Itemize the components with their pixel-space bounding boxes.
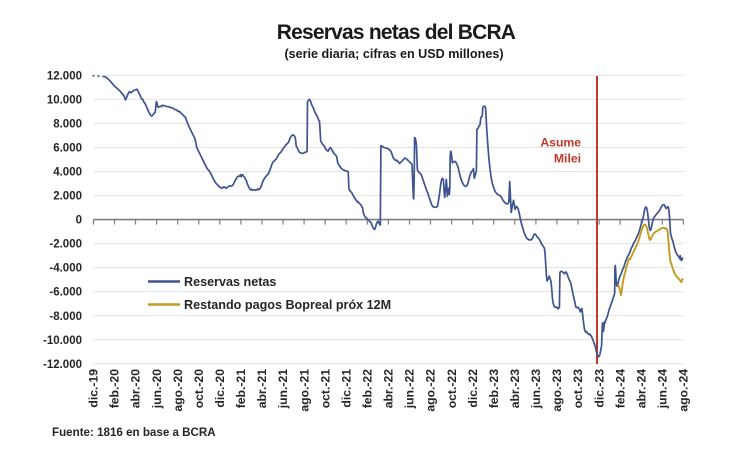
svg-text:abr.-24: abr.-24 — [634, 369, 648, 409]
svg-text:jun.-23: jun.-23 — [529, 369, 543, 409]
svg-text:dic.-21: dic.-21 — [339, 369, 353, 408]
svg-text:feb.-20: feb.-20 — [108, 369, 122, 409]
svg-text:12.000: 12.000 — [47, 70, 82, 82]
svg-text:jun.-24: jun.-24 — [656, 369, 670, 409]
svg-text:-2.000: -2.000 — [49, 239, 82, 251]
svg-text:-10.000: -10.000 — [43, 335, 82, 347]
svg-text:-8.000: -8.000 — [49, 311, 82, 323]
svg-text:-12.000: -12.000 — [43, 359, 82, 371]
svg-text:ago.-21: ago.-21 — [297, 369, 311, 412]
svg-text:feb.-21: feb.-21 — [234, 369, 248, 409]
svg-text:oct.-23: oct.-23 — [571, 369, 585, 409]
svg-text:jun.-21: jun.-21 — [276, 369, 290, 409]
svg-text:10.000: 10.000 — [47, 94, 82, 106]
svg-text:feb.-22: feb.-22 — [361, 369, 375, 409]
svg-text:ago.-24: ago.-24 — [677, 369, 691, 412]
svg-text:ago.-22: ago.-22 — [424, 369, 438, 412]
svg-text:4.000: 4.000 — [53, 167, 82, 179]
svg-text:Milei: Milei — [554, 152, 581, 166]
svg-text:-4.000: -4.000 — [49, 263, 82, 275]
svg-text:Restando pagos Bopreal próx 12: Restando pagos Bopreal próx 12M — [184, 298, 391, 312]
svg-text:abr.-23: abr.-23 — [508, 369, 522, 409]
svg-text:abr.-21: abr.-21 — [255, 369, 269, 409]
svg-text:oct.-21: oct.-21 — [318, 369, 332, 409]
svg-text:Asume: Asume — [540, 136, 581, 150]
svg-text:oct.-22: oct.-22 — [445, 369, 459, 409]
svg-text:6.000: 6.000 — [53, 143, 82, 155]
svg-text:dic.-19: dic.-19 — [87, 369, 101, 408]
svg-text:dic.-20: dic.-20 — [213, 369, 227, 408]
svg-text:-6.000: -6.000 — [49, 287, 82, 299]
svg-text:feb.-23: feb.-23 — [487, 369, 501, 409]
svg-text:oct.-20: oct.-20 — [192, 369, 206, 409]
svg-text:jun.-22: jun.-22 — [403, 369, 417, 409]
svg-text:2.000: 2.000 — [53, 191, 82, 203]
svg-text:abr.-22: abr.-22 — [382, 369, 396, 409]
svg-text:0: 0 — [76, 215, 82, 227]
svg-text:abr.-20: abr.-20 — [129, 369, 143, 409]
svg-text:ago.-20: ago.-20 — [171, 369, 185, 412]
svg-text:Reservas netas: Reservas netas — [184, 275, 276, 289]
svg-text:8.000: 8.000 — [53, 118, 82, 130]
svg-text:feb.-24: feb.-24 — [613, 369, 627, 409]
svg-text:jun.-20: jun.-20 — [150, 369, 164, 409]
svg-text:dic.-23: dic.-23 — [592, 369, 606, 408]
svg-text:dic.-22: dic.-22 — [466, 369, 480, 408]
svg-text:ago.-23: ago.-23 — [550, 369, 564, 412]
